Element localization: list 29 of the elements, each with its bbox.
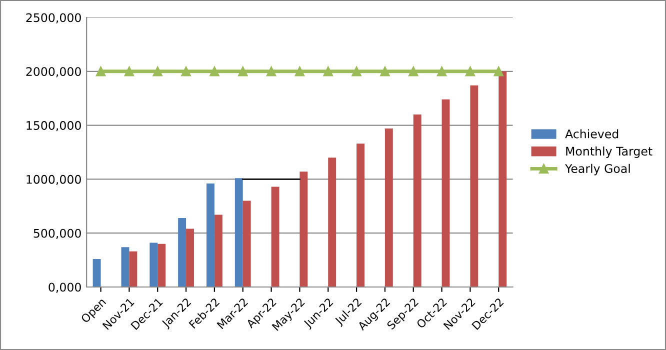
y-tick-label: 2000,000	[26, 67, 81, 78]
legend-label: Monthly Target	[566, 146, 652, 158]
bar	[356, 144, 364, 287]
bar	[442, 99, 450, 287]
legend-label: Yearly Goal	[565, 164, 630, 176]
bar	[150, 242, 158, 287]
bar	[206, 184, 214, 287]
bar	[271, 186, 280, 287]
y-tick-label: 1500,000	[26, 121, 81, 132]
bar	[470, 85, 478, 287]
bar	[158, 244, 166, 287]
y-tick-label: 500,000	[34, 228, 81, 239]
y-tick-label: 1000,000	[26, 174, 81, 186]
bar	[186, 228, 194, 287]
bar	[129, 251, 138, 287]
bar	[328, 158, 336, 287]
y-tick-label: 2500,000	[26, 13, 81, 24]
bar	[498, 71, 507, 287]
y-tick-label: 0,000	[48, 282, 81, 293]
bar	[234, 178, 243, 287]
bar	[214, 214, 222, 287]
legend-label: Achieved	[565, 129, 618, 138]
bar	[300, 172, 308, 287]
bar	[413, 114, 422, 287]
bar	[92, 258, 101, 287]
bar	[178, 218, 186, 287]
bar	[242, 200, 251, 287]
bar	[121, 247, 130, 287]
bar	[384, 128, 393, 287]
